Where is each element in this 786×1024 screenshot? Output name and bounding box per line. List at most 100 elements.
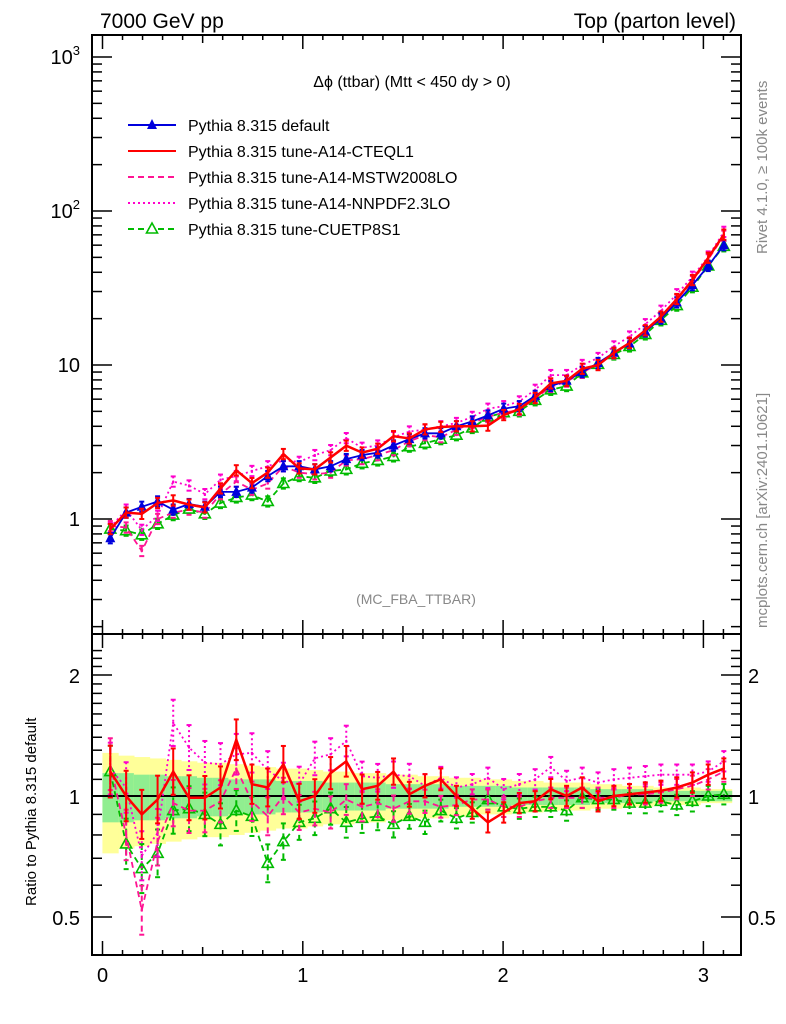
ratio-plot-frame: [91, 633, 742, 956]
watermark: (MC_FBA_TTBAR): [356, 591, 476, 607]
data-point: [675, 297, 678, 301]
data-point: [250, 782, 254, 786]
data-point: [266, 471, 269, 474]
rivet-label: Rivet 4.1.0, ≥ 100k events: [754, 81, 771, 254]
series-line: [110, 245, 725, 536]
data-point: [471, 782, 474, 786]
data-point: [172, 770, 175, 773]
data-point: [245, 487, 259, 500]
data-point: [439, 778, 443, 781]
data-point: [229, 802, 244, 816]
data-point: [543, 799, 558, 812]
data-point: [345, 436, 348, 440]
data-point: [172, 480, 175, 483]
data-point: [250, 751, 254, 755]
data-point: [402, 808, 417, 822]
data-point: [119, 836, 133, 849]
legend: Pythia 8.315 default Pythia 8.315 tune-A1…: [128, 118, 457, 239]
data-point: [707, 773, 710, 776]
data-point: [418, 814, 432, 828]
data-point: [124, 794, 128, 798]
data-point: [486, 776, 490, 779]
data-point: [297, 467, 301, 470]
data-point: [329, 456, 332, 459]
data-point: [654, 793, 668, 807]
data-point: [659, 315, 663, 318]
legend-marker: [147, 119, 157, 129]
data-point: [549, 765, 552, 769]
data-point: [124, 511, 128, 514]
data-point: [329, 448, 332, 452]
ratio-y-tick-label-right: 2: [748, 666, 759, 688]
data-point: [644, 775, 647, 778]
data-point: [612, 778, 616, 781]
data-point: [449, 810, 464, 824]
data-point: [140, 854, 143, 857]
ratio-y-tick-label-left: 1: [69, 787, 80, 809]
data-point: [533, 800, 537, 803]
data-point: [622, 795, 637, 808]
data-point: [345, 760, 348, 763]
data-point: [187, 796, 191, 799]
data-point: [345, 739, 348, 743]
ratio-series-group: [103, 698, 731, 936]
main-axes: 1 10 102 103: [51, 35, 741, 634]
data-point: [213, 816, 228, 830]
data-point: [203, 761, 207, 764]
data-point: [282, 762, 285, 766]
data-point: [482, 409, 493, 420]
data-point: [213, 495, 228, 508]
data-point: [455, 794, 458, 798]
series-line: [110, 235, 725, 553]
data-point: [156, 517, 159, 521]
y-tick-label: 1: [69, 509, 80, 531]
data-point: [392, 807, 395, 810]
legend-label: Pythia 8.315 tune-A14-CTEQL1: [188, 144, 414, 161]
data-point: [235, 469, 238, 472]
data-point: [329, 811, 332, 814]
data-point: [266, 815, 269, 818]
x-tick-label: 3: [698, 965, 709, 987]
data-point: [502, 787, 505, 791]
y-tick-exponent: 2: [73, 197, 80, 212]
data-point: [701, 788, 716, 801]
data-point: [140, 813, 143, 816]
data-point: [172, 499, 175, 502]
legend-label: Pythia 8.315 tune-A14-MSTW2008LO: [188, 170, 457, 187]
ratio-y-tick-label-left: 0.5: [52, 908, 80, 930]
data-point: [559, 802, 574, 816]
data-point: [219, 478, 222, 481]
data-point: [187, 484, 191, 487]
data-point: [266, 786, 269, 789]
data-point: [313, 757, 317, 760]
data-point: [278, 460, 289, 471]
data-point: [439, 425, 443, 429]
data-point: [313, 453, 317, 457]
data-point: [231, 485, 242, 496]
data-point: [423, 800, 427, 803]
main-plot-title: Δϕ (ttbar) (Mtt < 450 dy > 0): [313, 74, 511, 91]
data-point: [140, 908, 143, 912]
data-point: [418, 435, 432, 449]
data-point: [329, 753, 332, 756]
x-tick-label: 1: [297, 965, 308, 987]
data-point: [219, 786, 222, 789]
main-series-group: [103, 225, 731, 558]
data-point: [266, 482, 269, 485]
data-point: [408, 430, 411, 433]
data-point: [486, 424, 490, 427]
data-point: [408, 775, 411, 778]
data-point: [203, 506, 207, 509]
data-point: [486, 407, 490, 410]
data-point: [386, 448, 401, 462]
data-point: [203, 492, 207, 496]
data-point: [669, 797, 684, 810]
header-left-label: 7000 GeV pp: [100, 10, 224, 33]
data-point: [276, 475, 291, 489]
data-point: [722, 767, 726, 770]
data-point: [229, 489, 244, 503]
data-point: [596, 800, 600, 803]
data-point: [219, 487, 222, 490]
data-point: [518, 801, 521, 805]
